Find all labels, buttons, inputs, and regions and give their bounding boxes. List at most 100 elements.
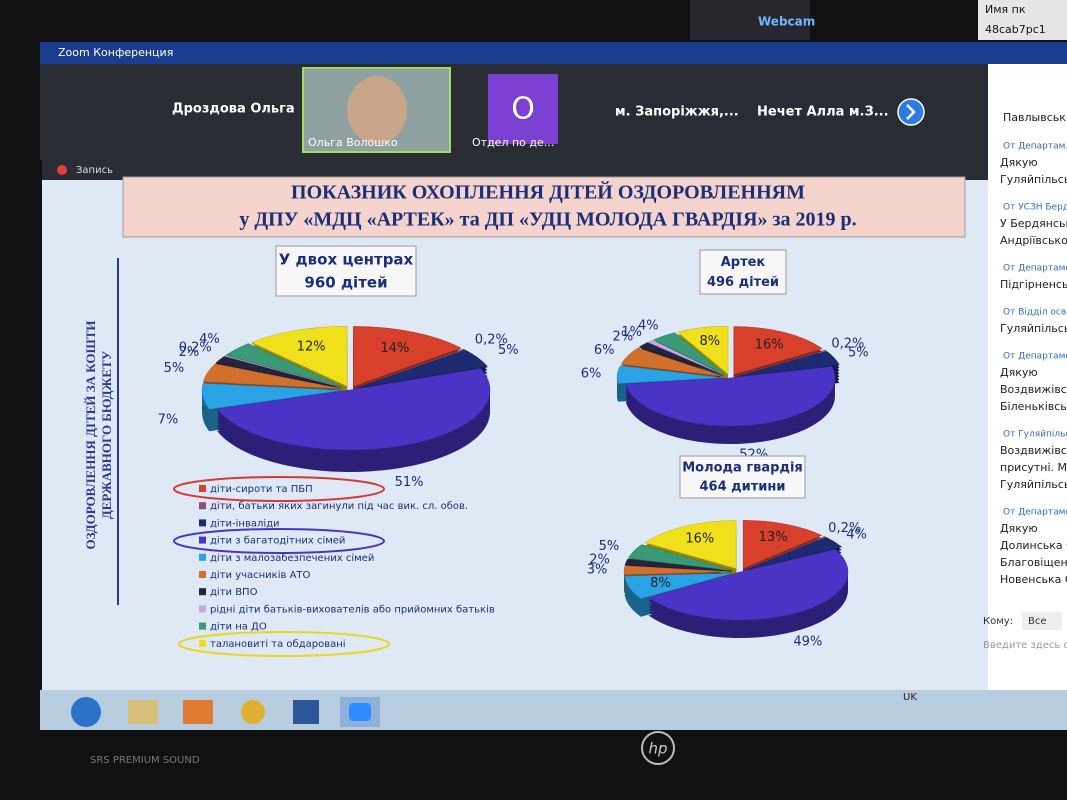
legend-swatch xyxy=(199,485,206,492)
chat-line: Воздвижівськ... xyxy=(1000,383,1067,396)
chart-title: У двох центрах xyxy=(279,251,414,269)
chat-sender: От Гуляйпільськ... xyxy=(1003,430,1067,440)
slice xyxy=(616,365,723,384)
recording-bar xyxy=(42,160,988,180)
chat-input[interactable]: Введите здесь со... xyxy=(983,640,1067,651)
value-label: 0,2% xyxy=(179,340,212,355)
legend-label: діти-сироти та ПБП xyxy=(210,483,313,495)
chart-title-box xyxy=(679,455,806,499)
highlight xyxy=(178,631,390,657)
chart-title-box xyxy=(275,245,417,297)
value-label: 2% xyxy=(613,330,634,345)
chart-subtitle: 496 дітей xyxy=(707,275,779,290)
legend-label: рідні діти батьків-вихователів або прийо… xyxy=(210,603,495,615)
slice xyxy=(746,536,843,570)
participant-name[interactable]: м. Запоріжжя,... xyxy=(615,105,739,120)
slice xyxy=(620,347,723,377)
chat-panel xyxy=(988,64,1067,690)
slice xyxy=(201,383,343,410)
chat-to-select[interactable] xyxy=(1022,612,1062,630)
taskbar-app[interactable] xyxy=(128,700,158,724)
slide-title-box xyxy=(122,176,966,238)
chat-line: Гуляйпільськ... xyxy=(1000,478,1067,491)
slice xyxy=(624,572,733,600)
value-label: 0,2% xyxy=(831,336,864,351)
slide xyxy=(42,160,988,690)
start-button[interactable] xyxy=(71,697,101,727)
taskbar-app[interactable] xyxy=(293,700,319,724)
language[interactable]: UK xyxy=(903,692,917,703)
chat-line: Андріївської... xyxy=(1000,234,1067,247)
slice xyxy=(215,356,344,389)
bezel-logo xyxy=(641,731,675,765)
slice xyxy=(625,366,836,427)
participant-name[interactable]: Отдел по де... xyxy=(472,136,554,149)
chat-line: Новенська ОТГ... xyxy=(1000,573,1067,586)
value-label: 5% xyxy=(498,343,519,358)
value-label: 12% xyxy=(297,340,326,355)
legend-swatch xyxy=(199,571,206,578)
avatar[interactable] xyxy=(488,74,558,144)
slice xyxy=(638,342,724,376)
slice xyxy=(250,326,348,387)
chat-line: Дякую xyxy=(1000,522,1038,535)
value-label: 16% xyxy=(685,532,714,547)
slice xyxy=(647,339,725,376)
window-titlebar xyxy=(40,42,1067,64)
bezel-brand: hp xyxy=(648,740,667,758)
bezel-sound: SRS PREMIUM SOUND xyxy=(90,755,200,766)
pc-name: 48cab7pc1 xyxy=(985,23,1046,36)
value-label: 14% xyxy=(381,341,410,356)
taskbar-app[interactable] xyxy=(241,700,265,724)
pc-name-label: Имя пк xyxy=(985,3,1026,16)
slice xyxy=(627,544,733,571)
participant-name[interactable]: Дроздова Ольга xyxy=(172,102,295,117)
slice xyxy=(353,326,462,387)
chat-sender: От Відділ освіт... xyxy=(1003,308,1067,318)
value-label: 5% xyxy=(599,539,620,554)
participant-name[interactable]: Ольга Волошко xyxy=(308,136,398,149)
charts: 14%0,2%5%51%7%5%2%0,2%4%12%У двох центра… xyxy=(158,245,869,650)
legend-label: діти-інваліди xyxy=(210,517,280,529)
slice xyxy=(733,326,823,375)
chat-to-value[interactable]: Все xyxy=(1028,616,1047,627)
chat-sender: От Департам... xyxy=(1003,142,1067,152)
chat-line: Гуляйпільськ... xyxy=(1000,173,1067,186)
value-label: 5% xyxy=(848,346,869,361)
participant-name[interactable]: Нечет Алла м.З... xyxy=(757,105,889,120)
chat-line: присутні. Ми з... xyxy=(1000,461,1067,474)
participant-face xyxy=(347,76,407,144)
legend-label: талановиті та обдаровані xyxy=(210,638,346,650)
slide-title: ПОКАЗНИК ОХОПЛЕННЯ ДІТЕЙ ОЗДОРОВЛЕННЯМ xyxy=(291,181,805,204)
slice xyxy=(644,520,737,569)
slice xyxy=(225,343,344,388)
legend-swatch xyxy=(199,519,206,527)
slice xyxy=(676,325,729,375)
legend-swatch xyxy=(199,588,206,596)
legend-label: діти, батьки яких загинули під час вик. … xyxy=(210,500,468,512)
slice xyxy=(745,536,827,570)
value-label: 1% xyxy=(621,325,642,340)
chat-line: Біленьківськ... xyxy=(1000,400,1067,413)
slice xyxy=(737,350,840,377)
value-label: 13% xyxy=(759,530,788,545)
next-arrow xyxy=(906,104,916,120)
value-label: 4% xyxy=(199,332,220,347)
slice xyxy=(652,332,726,375)
chart-subtitle: 464 дитини xyxy=(699,480,785,495)
value-label: 6% xyxy=(581,366,602,381)
side-caption: ДЕРЖАВНОГО БЮДЖЕТУ xyxy=(99,350,114,519)
value-label: 5% xyxy=(164,361,185,376)
value-label: 51% xyxy=(395,475,424,490)
chart-title: Молода гвардія xyxy=(682,460,803,475)
highlight xyxy=(173,476,385,502)
value-label: 6% xyxy=(594,343,615,358)
value-label: 8% xyxy=(650,576,671,591)
chat-sender: От Департаме... xyxy=(1003,264,1067,274)
highlight xyxy=(173,528,385,554)
chart-subtitle: 960 дітей xyxy=(304,274,387,292)
chat-sender: От Департамент... xyxy=(1003,508,1067,518)
next-participants[interactable] xyxy=(897,98,925,126)
taskbar-app[interactable] xyxy=(183,700,213,724)
legend-swatch xyxy=(199,502,206,510)
